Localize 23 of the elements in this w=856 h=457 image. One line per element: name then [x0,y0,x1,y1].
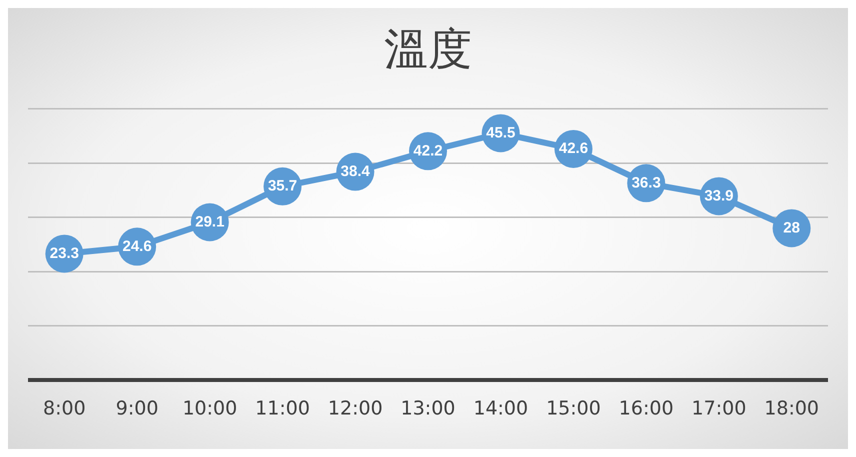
chart-title: 溫度 [384,24,472,75]
x-tick-label: 15:00 [546,398,601,420]
x-tick-label: 13:00 [400,398,456,420]
x-tick-label: 8:00 [43,398,86,420]
data-label: 28 [783,219,800,236]
data-label: 38.4 [340,162,371,180]
x-tick-label: 17:00 [692,398,746,420]
data-label: 42.2 [413,142,443,160]
data-label: 35.7 [268,178,298,195]
data-label: 45.5 [486,124,516,142]
x-tick-label: 14:00 [473,398,528,420]
x-tick-label: 10:00 [182,398,238,420]
data-label: 24.6 [122,238,152,255]
data-label: 29.1 [195,213,224,230]
x-tick-label: 12:00 [328,398,383,420]
x-tick-label: 16:00 [618,398,674,420]
data-label: 33.9 [704,187,734,204]
data-label: 42.6 [558,140,588,158]
x-tick-label: 11:00 [255,398,310,420]
data-label: 36.3 [632,174,661,192]
x-tick-label: 18:00 [764,398,820,420]
x-tick-label: 9:00 [116,398,158,420]
data-label: 23.3 [50,244,79,262]
